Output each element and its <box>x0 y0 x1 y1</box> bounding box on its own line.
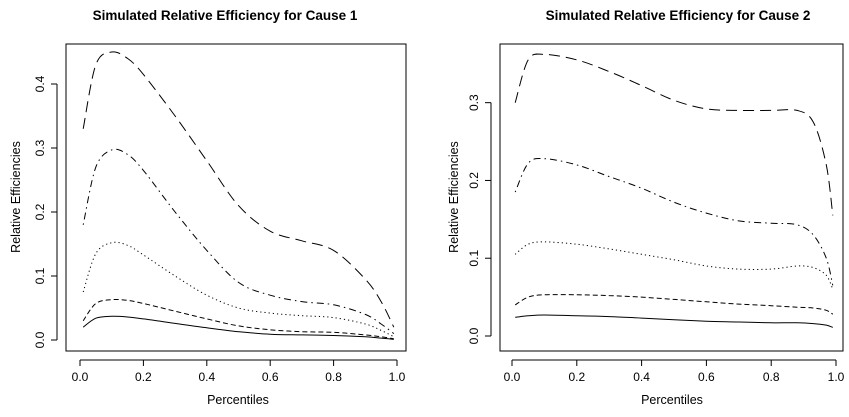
plot-frame <box>499 43 844 352</box>
x-tick-label: 0.8 <box>325 370 342 384</box>
y-axis-label: Relative Efficiencies <box>9 141 23 253</box>
series-line-solid <box>82 315 394 340</box>
y-tick-label: 0.2 <box>33 203 47 220</box>
x-tick-label: 0.6 <box>262 370 279 384</box>
series-line-longdash <box>82 51 395 328</box>
x-axis-label: Percentiles <box>641 393 703 407</box>
x-tick-label: 0.8 <box>763 370 780 384</box>
chart-panel-1: Simulated Relative Efficiency for Cause … <box>9 8 407 407</box>
x-tick-label: 0.2 <box>568 370 585 384</box>
x-tick-label: 0.0 <box>72 370 89 384</box>
y-tick-label: 0.1 <box>33 267 47 284</box>
x-axis-label: Percentiles <box>207 393 269 407</box>
series-line-dotted <box>82 241 395 338</box>
x-tick-label: 0.6 <box>698 370 715 384</box>
y-tick-label: 0.1 <box>467 250 481 267</box>
series-line-longdash <box>514 53 834 216</box>
x-tick-label: 0.4 <box>198 370 215 384</box>
chart-title: Simulated Relative Efficiency for Cause … <box>546 8 811 23</box>
x-tick-label: 0.2 <box>135 370 152 384</box>
x-tick-label: 1.0 <box>828 370 845 384</box>
chart-panel-2: Simulated Relative Efficiency for Cause … <box>447 8 845 407</box>
y-tick-label: 0.0 <box>33 331 47 348</box>
series-line-solid <box>515 314 833 328</box>
series-line-dashed <box>82 298 394 340</box>
y-tick-label: 0.3 <box>33 139 47 156</box>
chart-title: Simulated Relative Efficiency for Cause … <box>93 8 358 23</box>
y-axis-label: Relative Efficiencies <box>447 141 461 253</box>
y-tick-label: 0.3 <box>467 94 481 111</box>
y-tick-label: 0.4 <box>33 75 47 92</box>
y-tick-label: 0.2 <box>467 172 481 189</box>
series-line-dotdash <box>514 158 834 286</box>
x-tick-label: 0.0 <box>504 370 521 384</box>
y-tick-label: 0.0 <box>467 327 481 344</box>
plot-frame <box>65 43 407 352</box>
series-line-dotted <box>514 241 834 290</box>
series-line-dotdash <box>82 148 395 334</box>
x-tick-label: 0.4 <box>633 370 650 384</box>
series-line-dashed <box>514 294 834 315</box>
x-tick-label: 1.0 <box>389 370 406 384</box>
